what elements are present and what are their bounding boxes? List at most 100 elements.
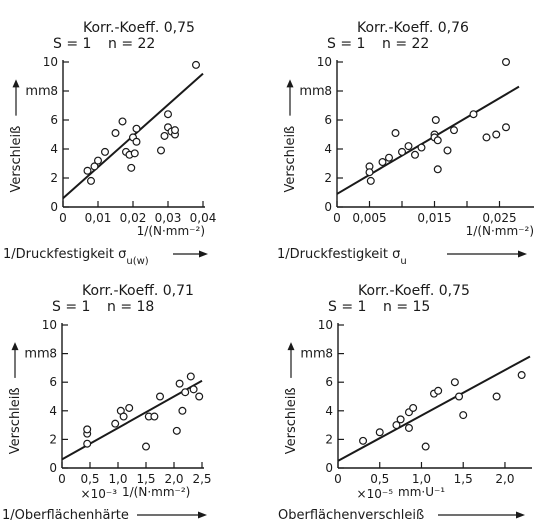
- data-point: [460, 412, 467, 419]
- y-axis-label: Verschleiß: [283, 126, 298, 193]
- data-point: [172, 127, 179, 134]
- data-point: [187, 373, 194, 380]
- chart-panel-2: 02468100 0,005 0,015 0,025mmVerschleißKorr.…: [277, 20, 534, 267]
- chart-title: Korr.-Koeff. 0,75: [358, 283, 470, 299]
- y-tick-label: 6: [49, 375, 57, 389]
- x-tick-label: 0,005: [352, 211, 386, 225]
- x-arrow-head: [516, 512, 525, 519]
- data-point: [432, 117, 439, 124]
- data-point: [88, 178, 95, 185]
- data-point: [366, 169, 373, 176]
- data-point: [190, 386, 197, 393]
- y-arrow-head: [287, 79, 294, 87]
- data-point: [456, 393, 463, 400]
- data-point: [112, 130, 119, 137]
- y-tick-label: 2: [49, 432, 57, 446]
- y-tick-label: 8: [325, 347, 333, 361]
- data-point: [451, 379, 458, 386]
- y-unit: mm: [25, 84, 50, 99]
- data-point: [406, 425, 413, 432]
- x-axis-label-sub: u(w): [126, 256, 148, 267]
- x-tick-label: 0,02: [120, 211, 147, 225]
- x-tick-label: 0,5: [370, 472, 389, 486]
- y-tick-label: 0: [49, 461, 57, 475]
- data-point: [143, 443, 150, 450]
- data-point: [435, 387, 442, 394]
- data-point: [165, 111, 172, 118]
- x-tick-label: 0,025: [482, 211, 516, 225]
- data-point: [379, 159, 386, 166]
- data-point: [196, 393, 203, 400]
- x-tick-label: 2,0: [164, 472, 183, 486]
- data-point: [120, 413, 127, 420]
- data-point: [503, 124, 510, 131]
- y-tick-label: 10: [42, 318, 57, 332]
- chart-subtitle-s: S = 1: [328, 299, 366, 315]
- data-point: [161, 133, 168, 140]
- data-point: [434, 137, 441, 144]
- data-point: [451, 127, 458, 134]
- x-arrow-head: [199, 251, 208, 258]
- x-arrow-head: [198, 512, 207, 519]
- regression-line: [62, 381, 202, 460]
- data-point: [367, 178, 374, 185]
- x-tick-label: 0: [333, 211, 341, 225]
- y-tick-label: 6: [324, 113, 332, 127]
- data-point: [128, 164, 135, 171]
- data-point: [434, 166, 441, 173]
- chart-panel-1: 02468100 0,01 0,02 0,03 0,04mmVerschleißKorr…: [3, 20, 216, 267]
- data-point: [102, 149, 109, 156]
- y-arrow-head: [288, 342, 295, 350]
- y-tick-label: 6: [325, 375, 333, 389]
- x-axis-label: 1/Oberflächenhärte: [2, 508, 129, 523]
- data-point: [84, 426, 91, 433]
- y-tick-label: 2: [50, 171, 58, 185]
- y-axis-label: Verschleiß: [284, 387, 299, 454]
- x-multiplier: ×10⁻⁵: [357, 487, 394, 501]
- regression-line: [337, 87, 519, 194]
- data-point: [133, 125, 140, 132]
- y-tick-label: 6: [50, 113, 58, 127]
- data-point: [386, 154, 393, 161]
- regression-line: [338, 356, 530, 460]
- x-multiplier: ×10⁻³: [81, 487, 118, 501]
- x-axis-label-sub: u: [400, 256, 406, 267]
- chart-subtitle-n: n = 15: [383, 299, 430, 315]
- data-point: [84, 167, 91, 174]
- x-tick-label: 0,015: [417, 211, 451, 225]
- chart-panel-4: 0 2 4 6 8 10 0 0,5 1,0 1,5 2,0 mm Verschleiß Korr.-Ko…: [278, 283, 532, 523]
- x-tick-label: 0,03: [155, 211, 182, 225]
- data-point: [518, 372, 525, 379]
- x-tick-label: 2,5: [192, 472, 211, 486]
- data-point: [112, 420, 119, 427]
- chart-subtitle-s: S = 1: [53, 36, 91, 52]
- y-tick-label: 0: [324, 200, 332, 214]
- x-tick-label: 0,01: [85, 211, 112, 225]
- y-tick-label: 4: [49, 404, 57, 418]
- x-tick-label: 1,5: [136, 472, 155, 486]
- data-point: [193, 62, 200, 69]
- y-tick-label: 0: [50, 200, 58, 214]
- x-tick-label: 1,0: [412, 472, 431, 486]
- data-point: [392, 130, 399, 137]
- x-axis-label: 1/Druckfestigkeit σu: [277, 247, 407, 267]
- y-tick-label: 10: [317, 55, 332, 69]
- data-point: [397, 416, 404, 423]
- x-tick-label: 2,0: [495, 472, 514, 486]
- data-point: [182, 389, 189, 396]
- y-tick-label: 0: [325, 461, 333, 475]
- y-tick-label: 4: [325, 404, 333, 418]
- y-tick-label: 8: [324, 84, 332, 98]
- data-point: [133, 138, 140, 145]
- y-unit: mm: [24, 347, 49, 362]
- y-tick-label: 2: [324, 171, 332, 185]
- data-point: [483, 134, 490, 141]
- x-tick-label: 0: [58, 472, 66, 486]
- y-axis-label: Verschleiß: [8, 387, 23, 454]
- x-tick-label: 1,5: [454, 472, 473, 486]
- x-tick-label: 1,0: [108, 472, 127, 486]
- y-tick-label: 4: [324, 142, 332, 156]
- data-point: [173, 427, 180, 434]
- x-axis-label: 1/Druckfestigkeit σu(w): [3, 247, 149, 267]
